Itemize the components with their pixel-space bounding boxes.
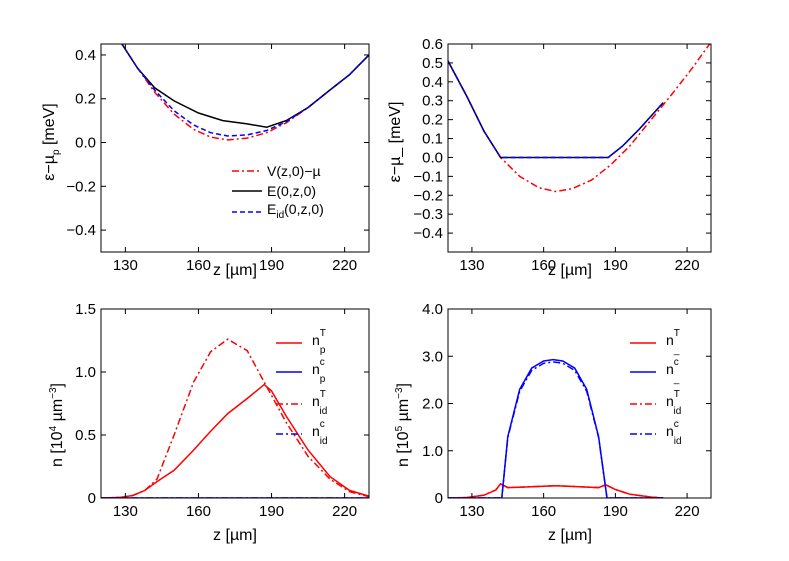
x-axis-label-bottom-right: z [µm] (548, 527, 592, 544)
axes-frame-0 (100, 43, 370, 253)
y-tick-label-3-0: 0 (435, 490, 443, 507)
legend-label-npT: nT p (312, 328, 326, 356)
x-tick-label-0-2: 190 (259, 257, 284, 274)
series-line-0-0 (121, 44, 369, 141)
y-tick-label-3-2: 2.0 (422, 396, 443, 413)
panel-bottom-left: 130 160 190 220 0 0.5 1.0 1.5 (75, 301, 370, 520)
series-line-3-2 (448, 482, 664, 498)
y-axis-label-top-right: ε−µ_ [meV] (387, 102, 404, 183)
y-axis-label-bottom-right: n [105 µm−3] (394, 383, 412, 467)
x-tick-label-2-3: 220 (332, 503, 357, 520)
legend-label-nidT2: nT id (666, 389, 681, 417)
y-tick-label-1-3: −0.1 (413, 168, 443, 185)
y-tick-label-0-4: 0.4 (75, 47, 96, 64)
legend-label-npc: nc p (312, 357, 326, 385)
y-tick-label-0-3: 0.2 (75, 91, 96, 108)
x-tick-label-2-2: 190 (259, 503, 284, 520)
y-tick-label-3-4: 4.0 (422, 301, 443, 318)
x-tick-label-1-3: 220 (675, 257, 700, 274)
legend-bottom-right: nT _ nc _ nT id nc id (630, 328, 682, 447)
legend-label-v: V(z,0)−µ (267, 163, 321, 179)
x-tick-label-0-0: 130 (113, 257, 138, 274)
y-tick-label-1-10: 0.6 (422, 36, 443, 53)
y-tick-label-1-5: 0.1 (422, 131, 443, 148)
y-tick-label-2-0: 0 (88, 490, 96, 507)
y-tick-label-1-8: 0.4 (422, 74, 443, 91)
x-axis-label-top-right: z [µm] (548, 262, 592, 279)
y-tick-label-0-2: 0.0 (75, 135, 96, 152)
y-tick-label-2-2: 1.0 (75, 364, 96, 381)
series-line-1-2 (448, 60, 664, 159)
axes-frame-2 (100, 308, 370, 499)
series-line-2-0 (101, 383, 369, 498)
x-tick-label-3-2: 190 (603, 503, 628, 520)
y-tick-label-0-0: −0.4 (66, 222, 96, 239)
y-tick-label-3-3: 3.0 (422, 348, 443, 365)
x-tick-label-2-0: 130 (113, 503, 138, 520)
legend-label-nc: nc _ (666, 357, 680, 385)
x-tick-label-1-0: 130 (459, 257, 484, 274)
x-tick-label-3-3: 220 (675, 503, 700, 520)
series-line-1-0 (448, 44, 711, 193)
axes-frame-1 (447, 43, 712, 253)
legend-label-e: E(0,z,0) (267, 183, 316, 199)
legend-bottom-left: nT p nc p nT id nc id (276, 328, 328, 447)
series-line-1-1 (448, 60, 664, 159)
series-line-0-2 (121, 44, 369, 137)
legend-top-left: V(z,0)−µ E(0,z,0) Eid(0,z,0) (232, 163, 324, 221)
legend-label-nidT: nT id (312, 389, 327, 417)
y-tick-label-1-4: 0.0 (422, 149, 443, 166)
series-line-2-2 (101, 338, 369, 498)
panel-top-right: 130 160 190 220 −0.4 −0.3 −0.2 −0.1 0.00.1 0.2 0.3… (413, 36, 712, 274)
y-tick-label-1-1: −0.3 (413, 206, 443, 223)
legend-label-eid: Eid(0,z,0) (267, 201, 324, 221)
panel-top-left: 130 160 190 220 −0.4 −0.2 0.0 0.2 0.4 (66, 43, 370, 274)
x-tick-label-3-1: 160 (531, 503, 556, 520)
y-tick-label-1-2: −0.2 (413, 187, 443, 204)
x-axis-label-top-left: z [µm] (213, 262, 257, 279)
series-line-3-1 (448, 358, 664, 498)
series-line-0-1 (121, 44, 369, 128)
y-tick-label-1-6: 0.2 (422, 112, 443, 129)
y-tick-label-3-1: 1.0 (422, 443, 443, 460)
x-tick-label-1-1: 160 (531, 257, 556, 274)
y-tick-label-2-1: 0.5 (75, 427, 96, 444)
legend-label-nidc2: nc id (666, 419, 682, 447)
y-axis-label-top-left: ε−µp [meV] (41, 103, 62, 181)
legend-label-nT: nT _ (666, 328, 680, 356)
x-tick-label-3-0: 130 (459, 503, 484, 520)
y-tick-label-2-3: 1.5 (75, 301, 96, 318)
y-tick-label-1-9: 0.5 (422, 55, 443, 72)
y-tick-label-1-0: −0.4 (413, 225, 443, 242)
x-tick-label-0-1: 160 (186, 257, 211, 274)
y-tick-label-1-7: 0.3 (422, 93, 443, 110)
x-tick-label-0-3: 220 (332, 257, 357, 274)
series-line-3-3 (448, 361, 664, 498)
legend-label-nidc: nc id (312, 419, 328, 447)
x-tick-label-1-2: 190 (603, 257, 628, 274)
y-axis-label-bottom-left: n [104 µm−3] (48, 383, 66, 467)
panel-bottom-right: 130 160 190 220 0 1.0 2.0 3.0 4.0 (422, 301, 712, 520)
y-tick-label-0-1: −0.2 (66, 178, 96, 195)
x-axis-label-bottom-left: z [µm] (213, 527, 257, 544)
x-tick-label-2-1: 160 (186, 503, 211, 520)
